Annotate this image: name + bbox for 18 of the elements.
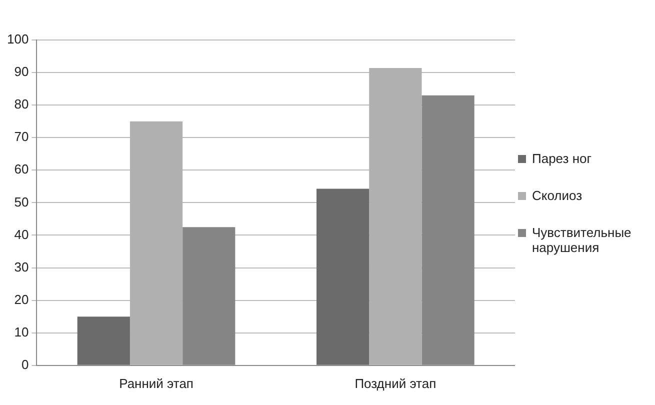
bar [316,188,370,365]
x-tick-label: Поздний этап [354,376,436,391]
y-tick-label: 60 [14,162,29,177]
y-tick-label: 30 [14,259,29,274]
y-tick-label: 100 [6,32,29,47]
y-tick-label: 10 [14,324,29,340]
x-tick-label: Ранний этап [119,376,194,391]
y-tick-label: 20 [14,292,29,307]
legend-label: Чувствительные нарушения [532,224,632,254]
y-tick-label: 80 [14,96,29,112]
y-tick-label: 50 [14,194,29,210]
y-tick-label: 0 [21,356,29,372]
y-tick-label: 40 [14,226,29,242]
legend-label: Парез ног [532,150,592,166]
y-tick-label: 70 [14,129,29,144]
bar [77,316,130,365]
legend-label: Сколиоз [532,188,582,202]
y-tick-label: 90 [14,64,29,80]
